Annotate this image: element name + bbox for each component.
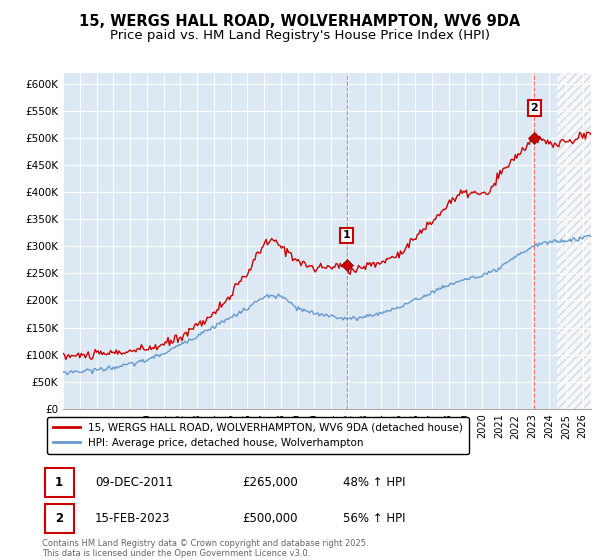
Text: Contains HM Land Registry data © Crown copyright and database right 2025.
This d: Contains HM Land Registry data © Crown c… [42, 539, 368, 558]
Text: 09-DEC-2011: 09-DEC-2011 [95, 476, 173, 489]
Text: 1: 1 [343, 230, 350, 240]
Bar [557, 73, 591, 409]
Text: 15, WERGS HALL ROAD, WOLVERHAMPTON, WV6 9DA: 15, WERGS HALL ROAD, WOLVERHAMPTON, WV6 … [79, 14, 521, 29]
Text: 2: 2 [530, 103, 538, 113]
Text: 56% ↑ HPI: 56% ↑ HPI [343, 512, 406, 525]
Text: £500,000: £500,000 [242, 512, 298, 525]
Text: 2: 2 [55, 512, 63, 525]
Text: 15-FEB-2023: 15-FEB-2023 [95, 512, 170, 525]
FancyBboxPatch shape [44, 504, 74, 533]
Text: Price paid vs. HM Land Registry's House Price Index (HPI): Price paid vs. HM Land Registry's House … [110, 29, 490, 42]
Text: 48% ↑ HPI: 48% ↑ HPI [343, 476, 406, 489]
Text: £265,000: £265,000 [242, 476, 298, 489]
Bar [557, 73, 591, 409]
Text: 1: 1 [55, 476, 63, 489]
Legend: 15, WERGS HALL ROAD, WOLVERHAMPTON, WV6 9DA (detached house), HPI: Average price: 15, WERGS HALL ROAD, WOLVERHAMPTON, WV6 … [47, 417, 469, 454]
FancyBboxPatch shape [44, 468, 74, 497]
